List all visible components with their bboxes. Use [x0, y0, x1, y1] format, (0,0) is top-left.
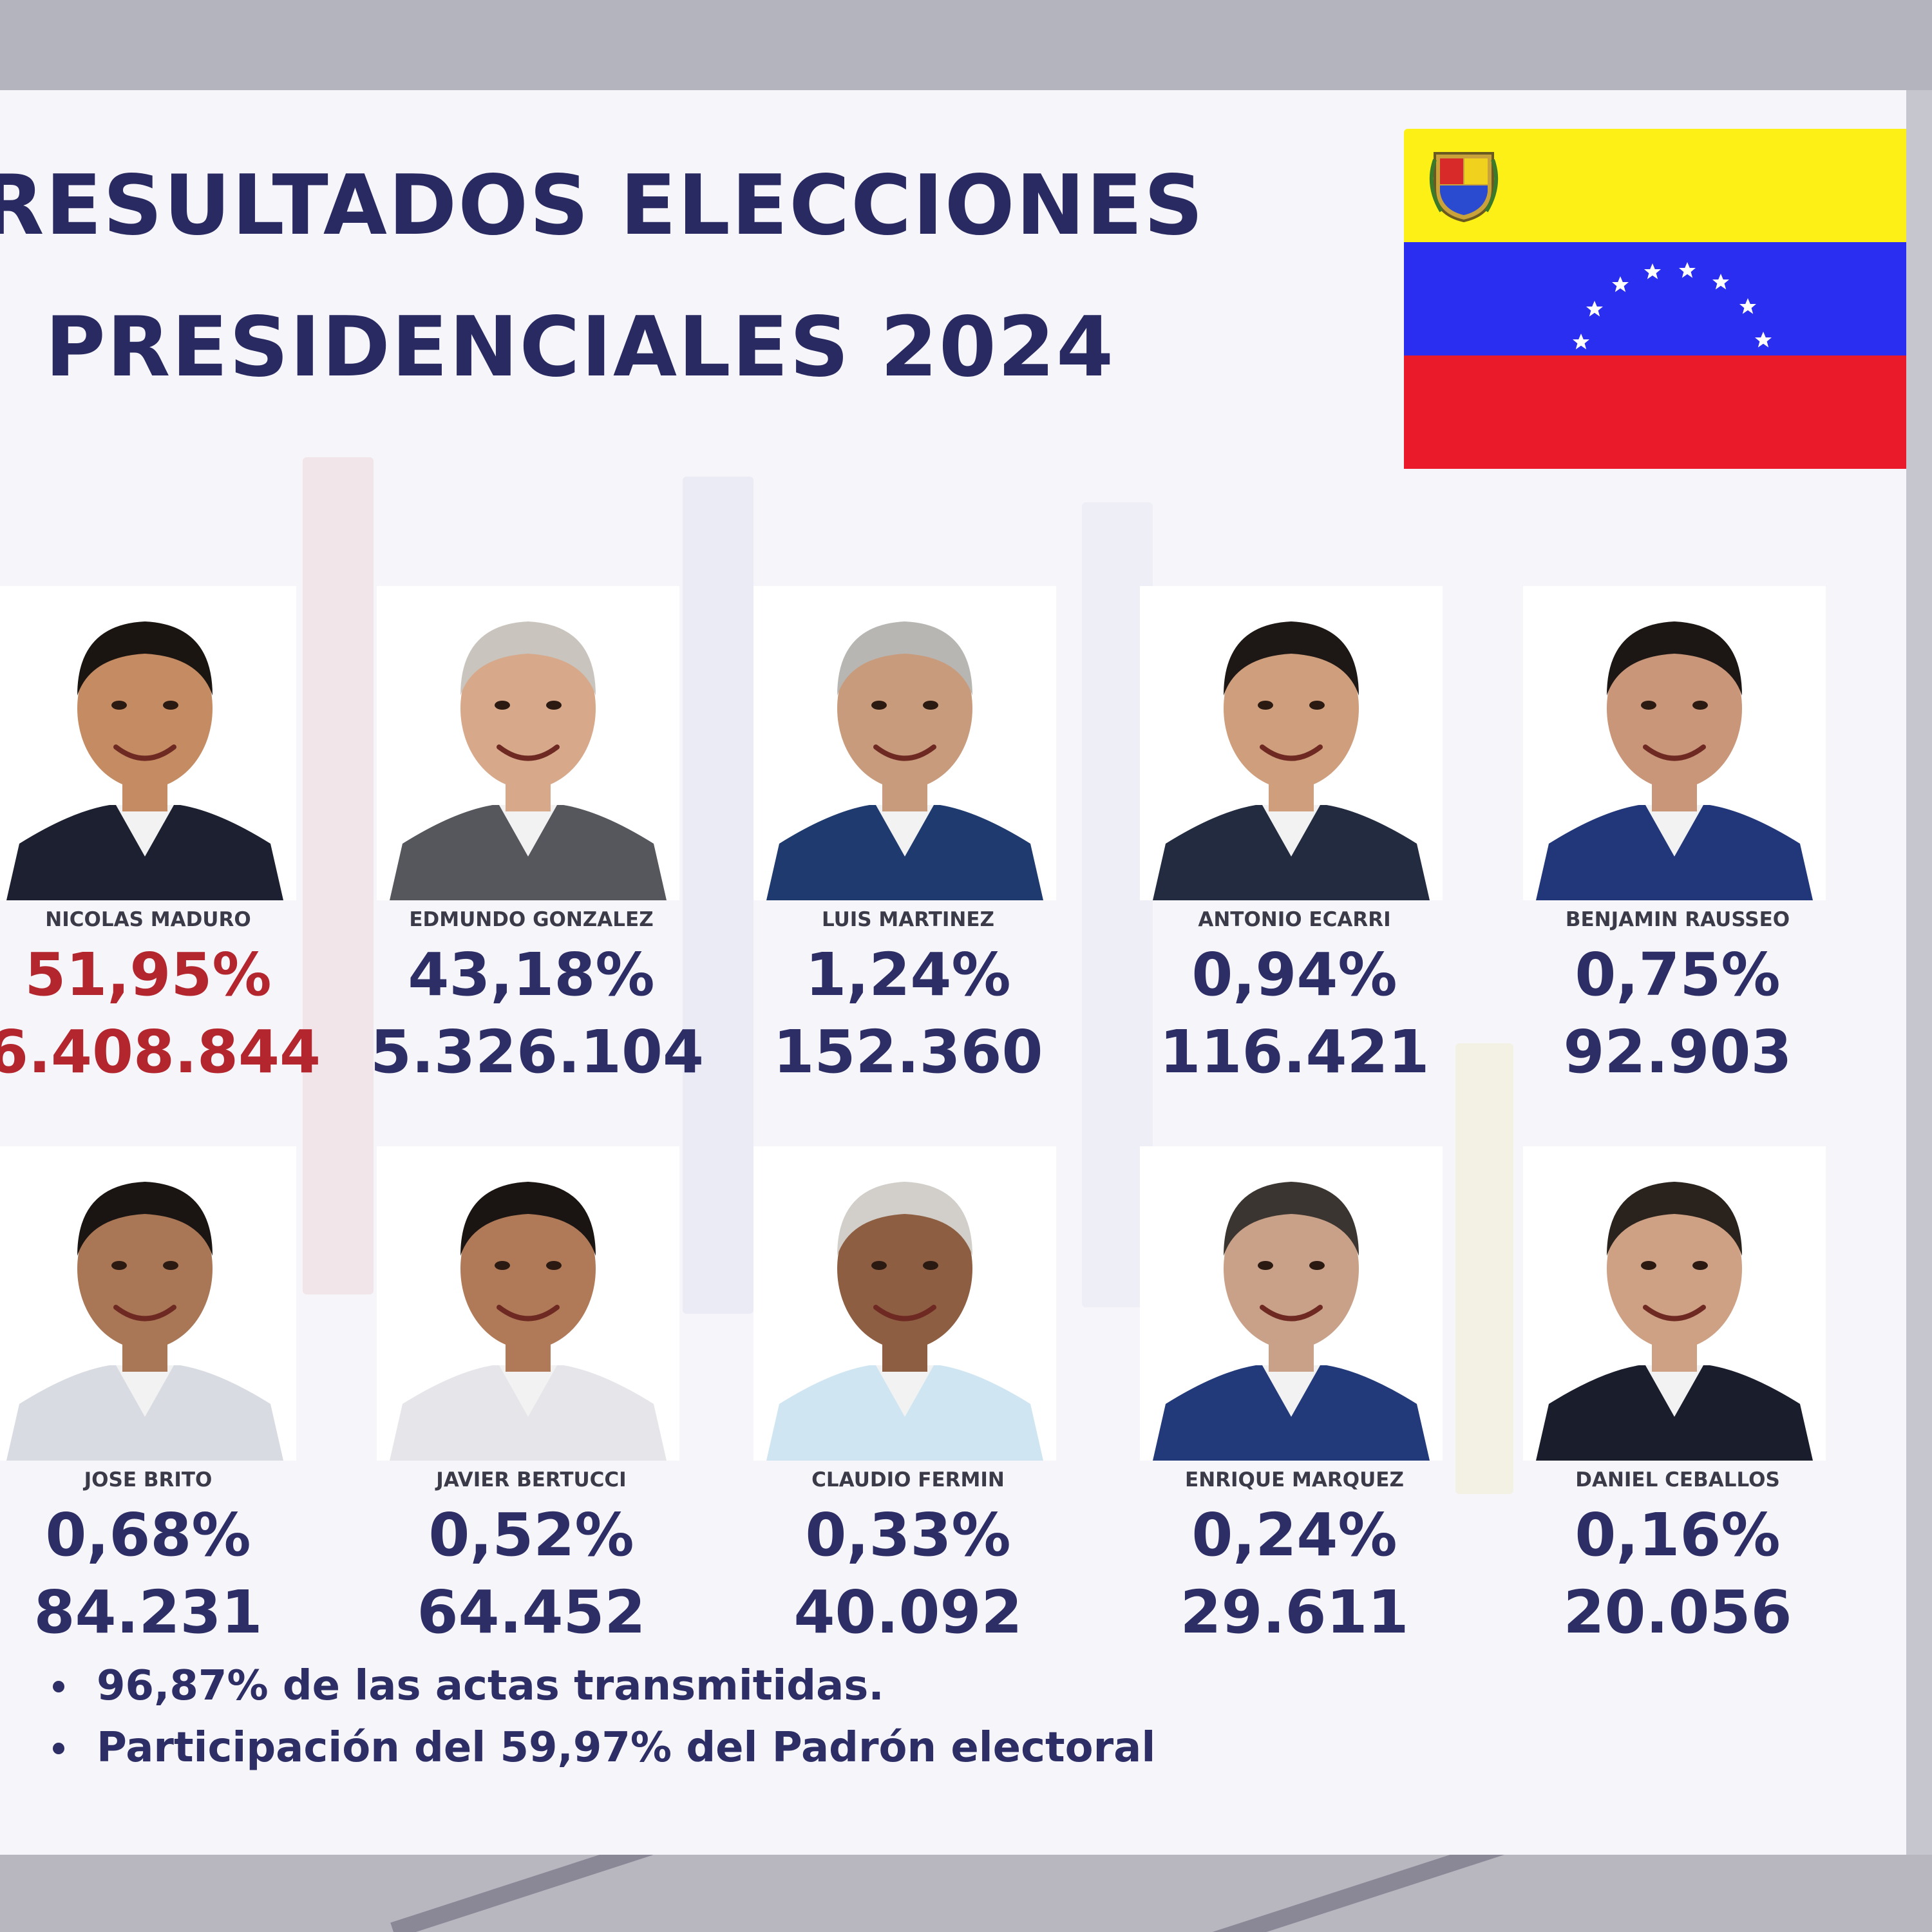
- candidate-name: DANIEL CEBALLOS: [1575, 1468, 1780, 1492]
- candidate-portrait-icon: [1140, 586, 1443, 900]
- coat-of-arms-icon: [1429, 152, 1499, 223]
- candidate-votes: 152.360: [773, 1018, 1043, 1086]
- slide-edge: [1906, 90, 1932, 1855]
- candidate-name: NICOLAS MADURO: [45, 908, 251, 931]
- note-item: Participación del 59,97% del Padrón elec…: [39, 1717, 1455, 1779]
- candidate-percentage: 0,75%: [1575, 940, 1781, 1009]
- candidate-photo: [753, 586, 1056, 900]
- candidate-photo: [377, 1146, 679, 1461]
- notes-list: 96,87% de las actas transmitidas. Partic…: [39, 1655, 1455, 1779]
- title-line-2: PRESIDENCIALES 2024: [45, 299, 1115, 395]
- candidate-name: EDMUNDO GONZALEZ: [409, 908, 654, 931]
- note-item: 96,87% de las actas transmitidas.: [39, 1655, 1455, 1717]
- bottom-frame-band: [0, 1855, 1932, 1932]
- note-text: 96,87% de las actas transmitidas.: [97, 1662, 884, 1710]
- candidate-name: JAVIER BERTUCCI: [436, 1468, 627, 1492]
- background-decoration: [1166, 1855, 1539, 1932]
- star-icon: [1739, 298, 1756, 314]
- title-line-1: RESULTADOS ELECCIONES: [0, 158, 1205, 254]
- candidate-photo: [1523, 586, 1826, 900]
- candidate-name: JOSE BRITO: [84, 1468, 213, 1492]
- candidate-votes: 29.611: [1180, 1578, 1409, 1647]
- candidate-percentage: 0,33%: [805, 1501, 1011, 1569]
- candidate-votes: 20.056: [1563, 1578, 1792, 1647]
- star-icon: [1679, 262, 1696, 278]
- candidate-photo: [1140, 586, 1443, 900]
- candidate-percentage: 51,95%: [24, 940, 272, 1009]
- candidate-name: BENJAMIN RAUSSEO: [1565, 908, 1790, 931]
- candidate-portrait-icon: [0, 586, 296, 900]
- candidate-portrait-icon: [753, 1146, 1056, 1461]
- candidate-portrait-icon: [753, 586, 1056, 900]
- star-icon: [1755, 332, 1772, 348]
- candidate-percentage: 43,18%: [408, 940, 655, 1009]
- candidate-name: LUIS MARTINEZ: [821, 908, 995, 931]
- candidate-votes: 84.231: [33, 1578, 263, 1647]
- page-title: RESULTADOS ELECCIONES PRESIDENCIALES 202…: [0, 135, 1269, 419]
- results-slide: RESULTADOS ELECCIONES PRESIDENCIALES 202…: [0, 90, 1906, 1855]
- candidate-name: ENRIQUE MARQUEZ: [1185, 1468, 1404, 1492]
- flag-blue-stripe: [1404, 242, 1906, 355]
- star-icon: [1586, 301, 1603, 317]
- candidate-percentage: 0,16%: [1575, 1501, 1781, 1569]
- candidate-votes: 6.408.844: [0, 1018, 321, 1086]
- candidate-portrait-icon: [1523, 1146, 1826, 1461]
- candidate-photo: [1523, 1146, 1826, 1461]
- candidate-votes: 5.326.104: [370, 1018, 704, 1086]
- background-decoration: [303, 457, 374, 1294]
- candidate-photo: [0, 586, 296, 900]
- candidate-portrait-icon: [377, 1146, 679, 1461]
- candidate-name: CLAUDIO FERMIN: [811, 1468, 1005, 1492]
- candidate-percentage: 1,24%: [805, 940, 1011, 1009]
- candidate-percentage: 0,24%: [1191, 1501, 1397, 1569]
- candidate-percentage: 0,94%: [1191, 940, 1397, 1009]
- candidate-votes: 64.452: [417, 1578, 646, 1647]
- candidate-photo: [377, 586, 679, 900]
- candidate-photo: [753, 1146, 1056, 1461]
- candidate-votes: 40.092: [793, 1578, 1023, 1647]
- candidate-percentage: 0,68%: [45, 1501, 251, 1569]
- candidate-portrait-icon: [1140, 1146, 1443, 1461]
- background-decoration: [390, 1855, 653, 1932]
- note-text: Participación del 59,97% del Padrón elec…: [97, 1724, 1156, 1772]
- candidate-portrait-icon: [1523, 586, 1826, 900]
- top-frame-band: [0, 0, 1932, 90]
- bullet-icon: [53, 1681, 64, 1692]
- background-decoration: [1455, 1043, 1513, 1494]
- star-icon: [1644, 263, 1661, 279]
- candidate-percentage: 0,52%: [428, 1501, 634, 1569]
- candidate-name: ANTONIO ECARRI: [1198, 908, 1391, 931]
- star-icon: [1612, 276, 1629, 292]
- bullet-icon: [53, 1743, 64, 1754]
- venezuela-flag-icon: [1404, 129, 1906, 469]
- star-icon: [1712, 274, 1729, 290]
- flag-stars: [1573, 262, 1772, 350]
- candidate-photo: [0, 1146, 296, 1461]
- candidate-photo: [1140, 1146, 1443, 1461]
- candidate-votes: 92.903: [1563, 1018, 1792, 1086]
- star-icon: [1573, 334, 1589, 350]
- flag-red-stripe: [1404, 355, 1906, 469]
- candidate-portrait-icon: [377, 586, 679, 900]
- candidate-votes: 116.421: [1159, 1018, 1430, 1086]
- background-decoration: [683, 477, 753, 1314]
- candidate-portrait-icon: [0, 1146, 296, 1461]
